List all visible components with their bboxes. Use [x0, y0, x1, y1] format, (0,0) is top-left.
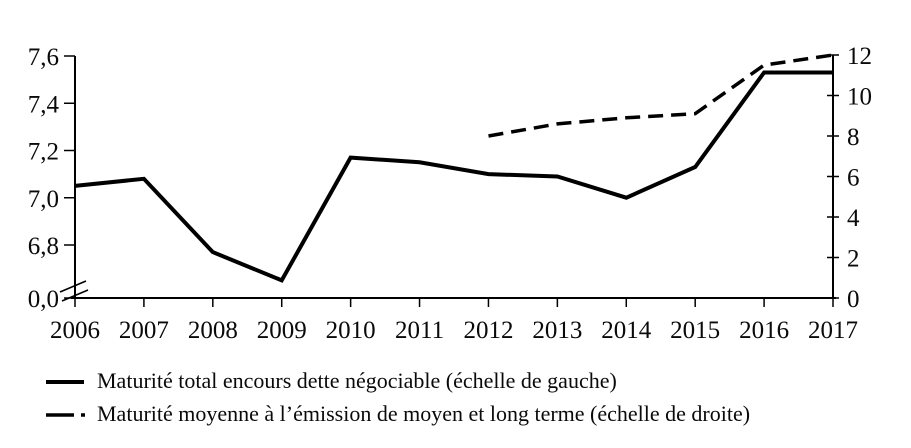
x-axis-tick-label: 2013	[532, 317, 582, 344]
legend-label-solid: Maturité total encours dette négociable …	[97, 368, 617, 394]
x-axis-tick-label: 2012	[463, 317, 513, 344]
dash-dot-line-marker	[46, 412, 85, 417]
x-axis-tick-label: 2009	[257, 317, 307, 344]
legend-label-dashed: Maturité moyenne à l’émission de moyen e…	[97, 401, 751, 427]
legend-item-solid: Maturité total encours dette négociable …	[44, 367, 750, 396]
x-axis-tick-label: 2011	[395, 317, 444, 344]
x-axis-tick-label: 2006	[50, 317, 100, 344]
left-axis-tick-label: 0,0	[28, 286, 59, 313]
x-axis-tick-label: 2017	[808, 317, 858, 344]
left-axis-tick-label: 7,4	[28, 91, 60, 118]
right-axis-tick-label: 10	[847, 84, 872, 111]
x-axis-tick-label: 2015	[670, 317, 720, 344]
left-axis-tick-label: 6,8	[28, 233, 59, 260]
x-axis-tick-label: 2010	[326, 317, 376, 344]
line-chart: 0,0 6,8 7,0 7,2 7,4 7,6 0 2 4 6 8 10 12 2006 2007 2008 2…	[28, 43, 872, 344]
left-axis-tick-label: 7,0	[28, 186, 59, 213]
x-axis-tick-label: 2007	[119, 317, 169, 344]
left-axis-tick-label: 7,2	[28, 139, 59, 166]
right-axis-tick-label: 8	[847, 124, 860, 151]
axis-break-slash	[61, 289, 89, 302]
series-dashed-right-scale	[488, 53, 834, 138]
legend: Maturité total encours dette négociable …	[44, 367, 750, 429]
series-solid-left-scale	[74, 70, 833, 283]
right-axis-tick-label: 12	[847, 43, 872, 70]
x-axis-tick-label: 2008	[188, 317, 238, 344]
x-axis-tick-label: 2014	[601, 317, 652, 344]
left-axis-tick-label: 7,6	[28, 44, 59, 71]
right-axis-tick-label: 0	[847, 286, 860, 313]
x-axis-tick-label: 2016	[739, 317, 789, 344]
solid-line-marker	[46, 379, 84, 384]
legend-item-dashed: Maturité moyenne à l’émission de moyen e…	[44, 400, 750, 429]
right-axis-tick-label: 4	[847, 205, 860, 232]
axis-break-slash	[59, 280, 87, 293]
right-axis-tick-label: 2	[847, 246, 860, 273]
right-axis-tick-label: 6	[847, 165, 860, 192]
